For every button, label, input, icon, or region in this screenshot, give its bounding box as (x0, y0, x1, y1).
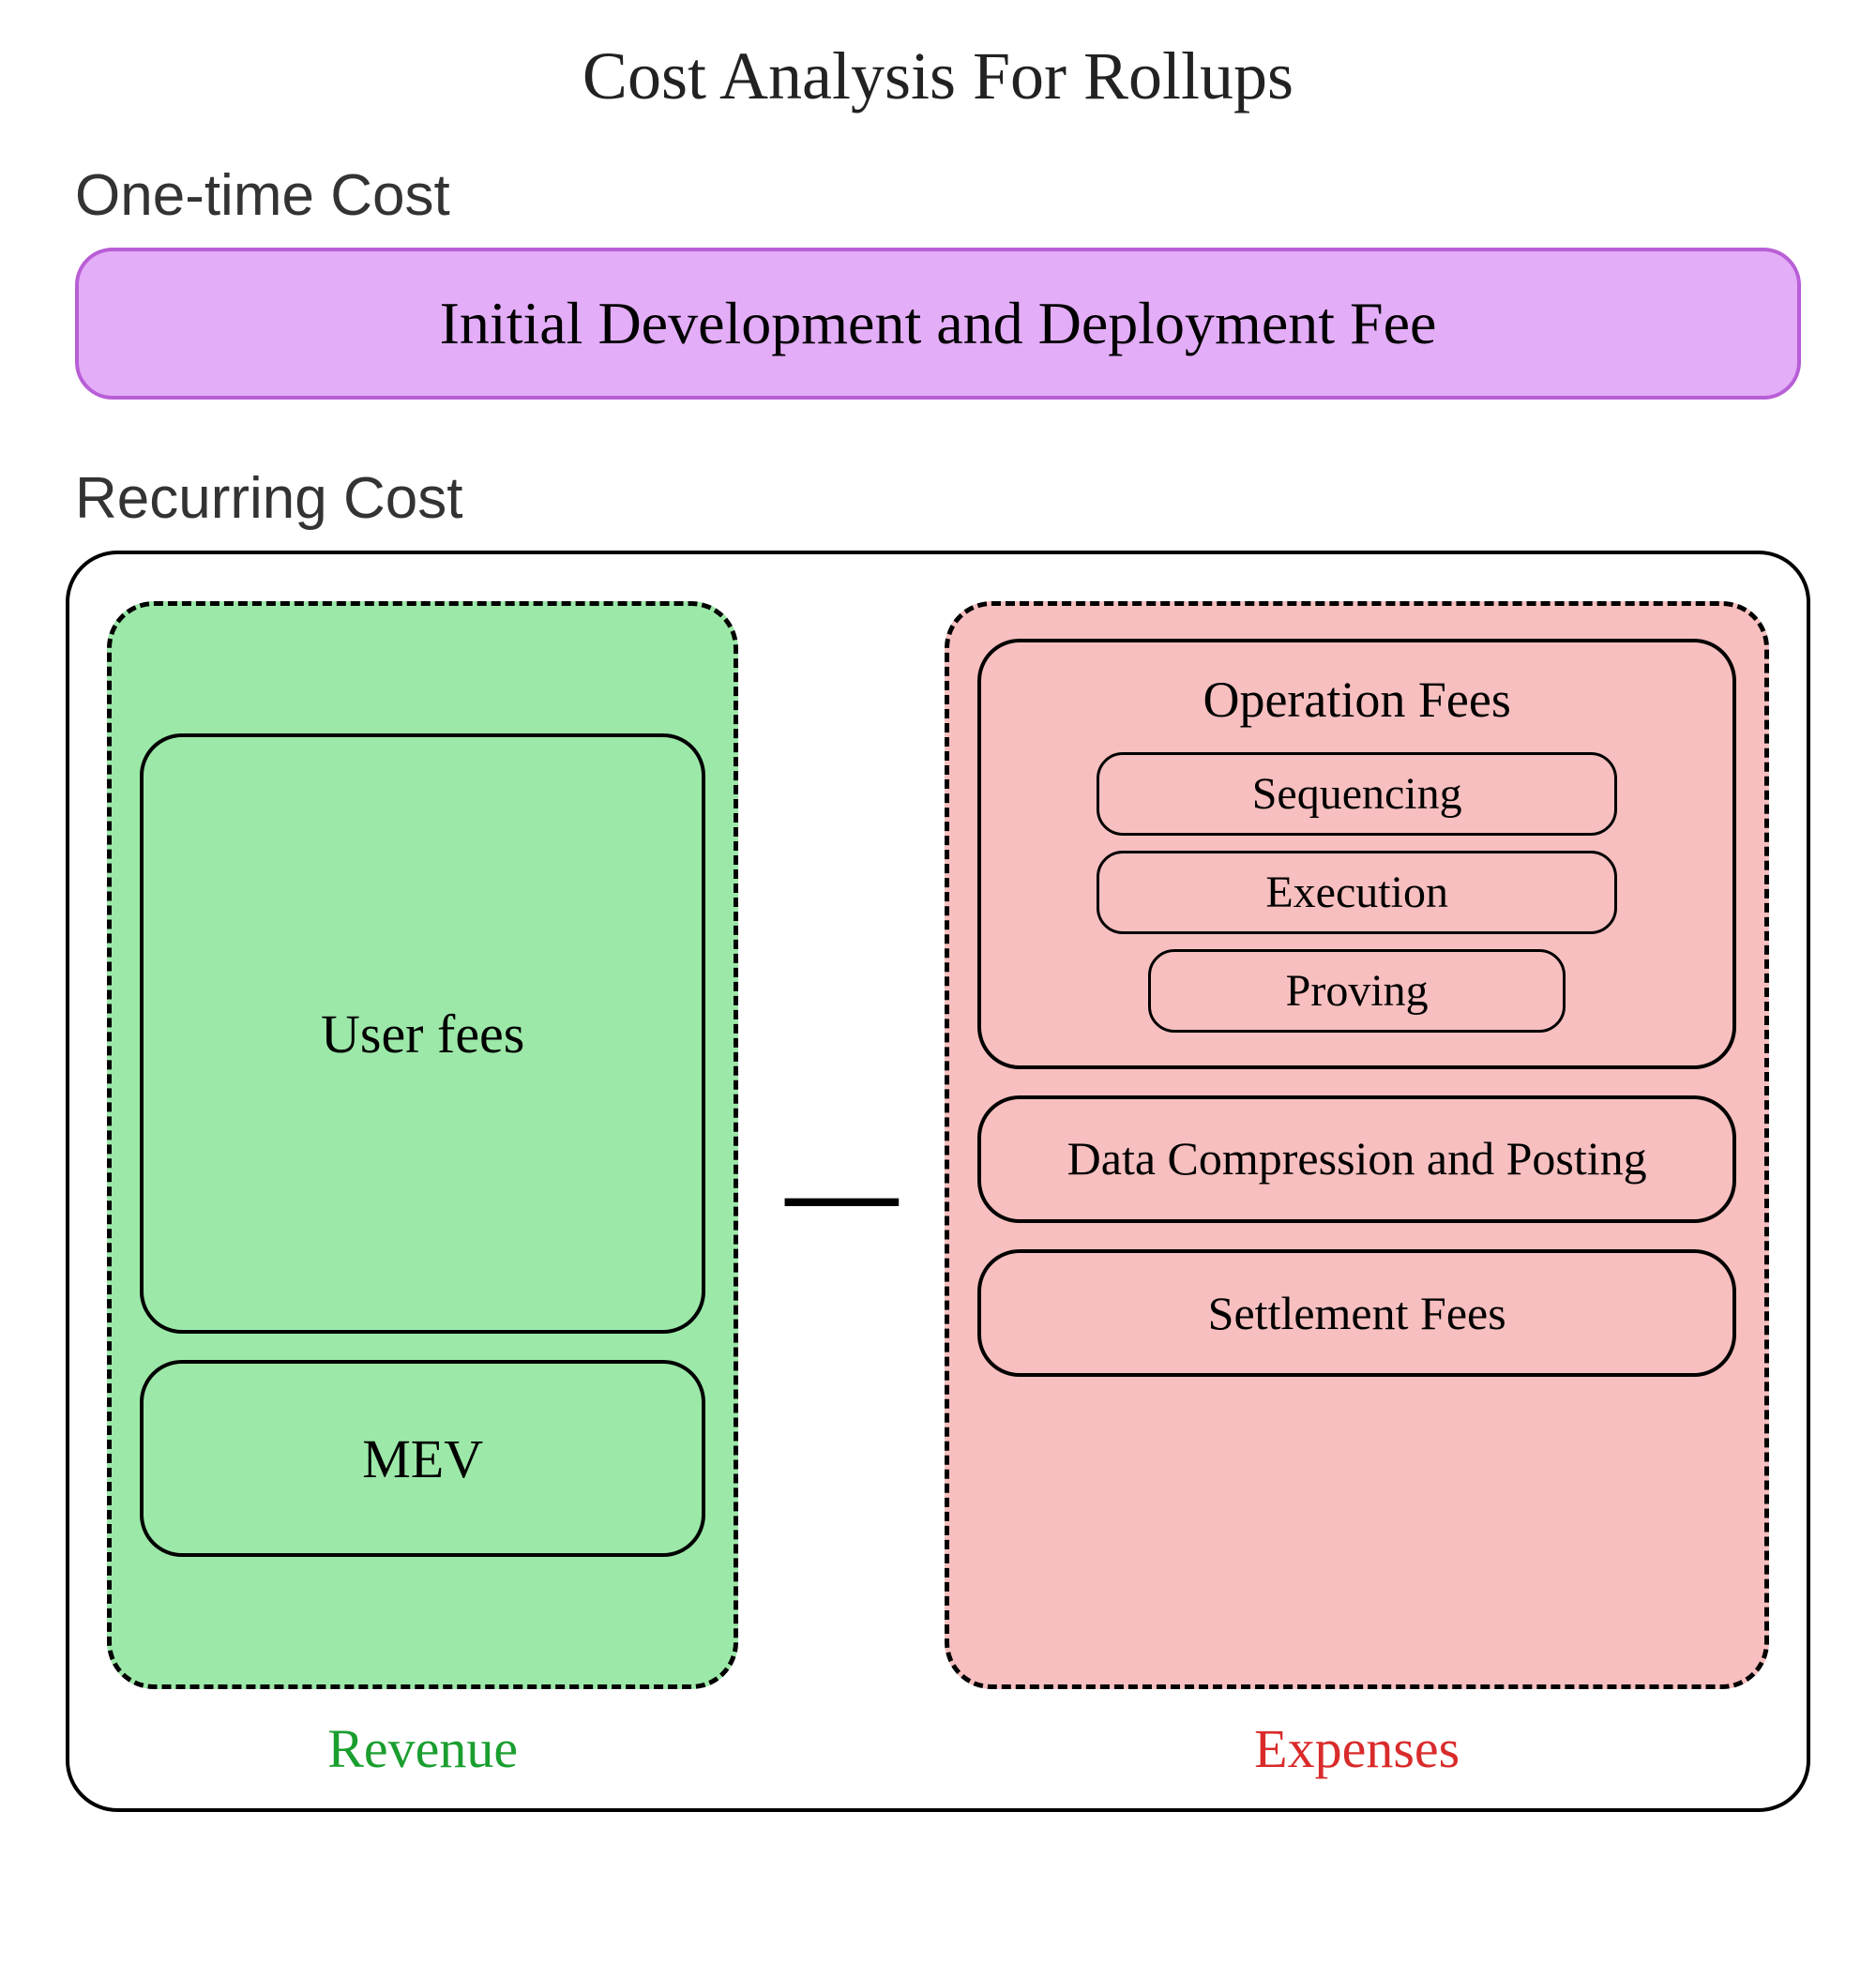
mev-box: MEV (140, 1360, 705, 1557)
page-title: Cost Analysis For Rollups (56, 38, 1820, 115)
mev-label: MEV (362, 1427, 483, 1490)
user-fees-box: User fees (140, 733, 705, 1334)
expenses-box: Operation Fees Sequencing Execution Prov… (945, 601, 1769, 1689)
revenue-column: User fees MEV Revenue (107, 601, 738, 1780)
recurring-container: User fees MEV Revenue — Operation Fees S… (66, 551, 1810, 1812)
sequencing-box: Sequencing (1097, 752, 1617, 836)
operation-fees-title: Operation Fees (1203, 671, 1510, 729)
data-compression-label: Data Compression and Posting (1067, 1127, 1647, 1191)
operation-fees-inner: Sequencing Execution Proving (1009, 752, 1704, 1033)
one-time-label: One-time Cost (75, 162, 1820, 229)
expenses-footer-label: Expenses (1254, 1717, 1460, 1780)
expenses-column: Operation Fees Sequencing Execution Prov… (945, 601, 1769, 1780)
data-compression-box: Data Compression and Posting (977, 1095, 1736, 1223)
revenue-footer-label: Revenue (327, 1717, 518, 1780)
minus-icon: — (766, 1135, 916, 1247)
settlement-fees-label: Settlement Fees (1208, 1286, 1506, 1340)
recurring-label: Recurring Cost (75, 465, 1820, 532)
operation-fees-box: Operation Fees Sequencing Execution Prov… (977, 639, 1736, 1069)
execution-box: Execution (1097, 851, 1617, 934)
revenue-box: User fees MEV (107, 601, 738, 1689)
columns-row: User fees MEV Revenue — Operation Fees S… (107, 601, 1769, 1780)
one-time-box: Initial Development and Deployment Fee (75, 248, 1801, 400)
settlement-fees-box: Settlement Fees (977, 1249, 1736, 1377)
proving-box: Proving (1148, 949, 1565, 1033)
user-fees-label: User fees (321, 1003, 524, 1065)
